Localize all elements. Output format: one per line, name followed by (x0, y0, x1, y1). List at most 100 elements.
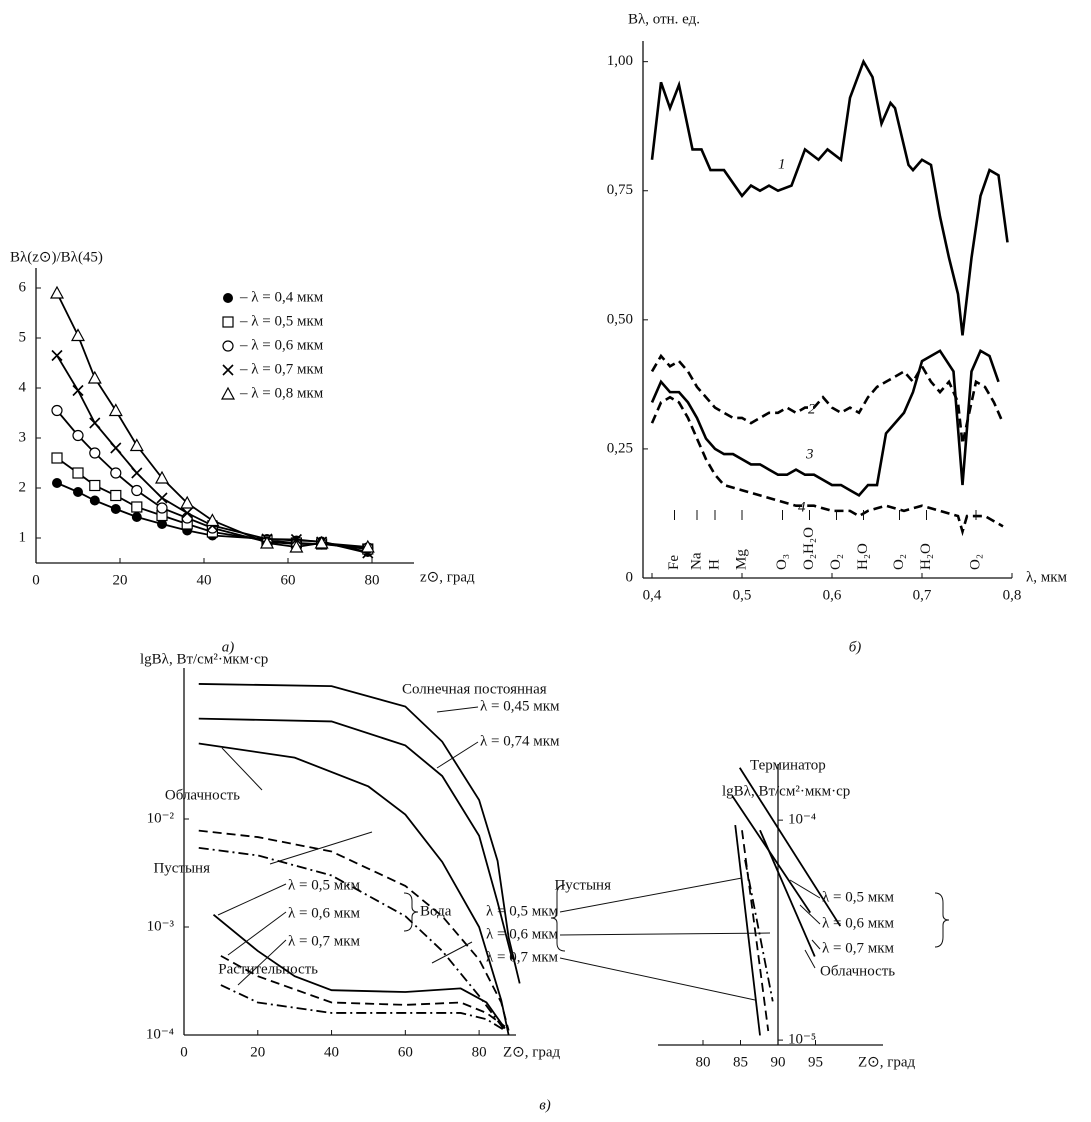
series-label: λ = 0,5 мкм (486, 903, 559, 919)
x-tick-label: 0,4 (643, 587, 662, 603)
x-axis-label: Z⊙, град (503, 1044, 561, 1060)
x-tick-label: 0,6 (823, 587, 842, 603)
marker (289, 539, 304, 553)
series-label: λ = 0,5 мкм (288, 877, 361, 893)
series-label: 2 (808, 401, 816, 417)
leader-line (811, 939, 821, 950)
annotation: Вода (420, 903, 452, 919)
series-label: λ = 0,6 мкм (822, 915, 895, 931)
marker (108, 403, 123, 417)
marker (222, 316, 234, 328)
line-annotation: Mg (733, 549, 749, 570)
series-label: λ = 0,6 мкм (486, 926, 559, 942)
series-line (198, 683, 521, 984)
leader-line (804, 949, 816, 969)
y-tick-label: 2 (19, 479, 27, 495)
series-line (650, 58, 1009, 336)
marker (89, 495, 100, 506)
leader-line (221, 747, 263, 791)
y-tick-label: 4 (19, 379, 27, 395)
series-line (198, 846, 506, 1032)
x-tick-label: 80 (472, 1044, 487, 1060)
series-line (738, 767, 842, 927)
marker (181, 507, 193, 519)
leader-line (799, 904, 821, 925)
annotation: Солнечная постоянная (402, 681, 547, 697)
series-label: λ = 0,5 мкм (822, 889, 895, 905)
marker (223, 293, 233, 303)
series-label: Пустыня (153, 860, 210, 876)
marker (89, 417, 101, 429)
marker (131, 512, 142, 522)
y-tick-label: 0,75 (607, 182, 633, 198)
marker (49, 285, 65, 299)
series-line (220, 955, 506, 1028)
legend-label: – λ = 0,5 мкм (239, 313, 324, 329)
leader-line (559, 957, 756, 1001)
line-annotation: Fe (666, 555, 682, 570)
marker (72, 384, 84, 397)
marker (51, 349, 63, 362)
series-label: λ = 0,45 мкм (480, 698, 560, 714)
y-axis-label: Bλ(z⊙)/Bλ(45) (10, 249, 103, 265)
series-label: λ = 0,74 мкм (480, 733, 560, 749)
series-line (759, 829, 816, 957)
x-axis-label: z⊙, град (420, 569, 475, 585)
line-annotation: O₃ (774, 554, 790, 570)
x-tick-label: 60 (398, 1044, 413, 1060)
y-tick-label: 5 (19, 329, 27, 345)
marker (156, 502, 168, 514)
series-line (650, 353, 1005, 445)
series-label: Облачность (165, 787, 240, 803)
brace (403, 892, 419, 932)
marker (156, 492, 168, 504)
marker (180, 495, 195, 509)
x-tick-label: 40 (197, 572, 212, 588)
x-axis-label: Z⊙, град (858, 1054, 916, 1070)
x-tick-label: 80 (365, 572, 380, 588)
y-axis-label: lgBλ, Вт/см²·мкм·ср (722, 783, 850, 799)
x-tick-label: 0 (180, 1044, 188, 1060)
legend-label: – λ = 0,7 мкм (239, 361, 324, 377)
y-tick-label: 10⁻⁴ (146, 1026, 174, 1042)
panel-caption: а) (222, 639, 235, 655)
line-annotation: H₂O (855, 543, 871, 570)
x-tick-label: 95 (808, 1054, 823, 1070)
line-annotation: H (706, 559, 722, 570)
y-axis-label: lgBλ, Вт/см²·мкм·ср (140, 651, 268, 667)
y-tick-label: 0,25 (607, 440, 633, 456)
x-tick-label: 0,5 (733, 587, 752, 603)
x-axis-label: λ, мкм (1026, 569, 1068, 585)
series-line (744, 859, 774, 1002)
annotation: Пустыня (554, 877, 611, 893)
marker (129, 438, 144, 452)
series-label: λ = 0,7 мкм (288, 933, 361, 949)
marker (72, 429, 84, 442)
x-tick-label: 85 (733, 1054, 748, 1070)
marker (110, 489, 122, 502)
series-line (56, 292, 368, 548)
leader-line (436, 741, 479, 769)
leader-line (217, 883, 287, 916)
line-annotation: H₂O (918, 543, 934, 570)
leader-line (269, 831, 373, 865)
marker (87, 370, 102, 384)
x-tick-label: 40 (324, 1044, 339, 1060)
series-line (56, 355, 369, 554)
marker (70, 328, 86, 342)
series-label: λ = 0,7 мкм (486, 949, 559, 965)
marker (52, 478, 62, 488)
series-line (198, 829, 510, 1031)
marker (222, 340, 234, 352)
marker (360, 539, 375, 553)
y-tick-label: 6 (19, 279, 27, 295)
series-label: λ = 0,7 мкм (822, 940, 895, 956)
leader-line (431, 941, 473, 964)
line-annotation: O₂ (967, 554, 983, 570)
y-tick-label: 3 (19, 429, 27, 445)
y-tick-label: 1 (19, 529, 27, 545)
series-label: 1 (778, 156, 786, 172)
marker (259, 535, 275, 549)
